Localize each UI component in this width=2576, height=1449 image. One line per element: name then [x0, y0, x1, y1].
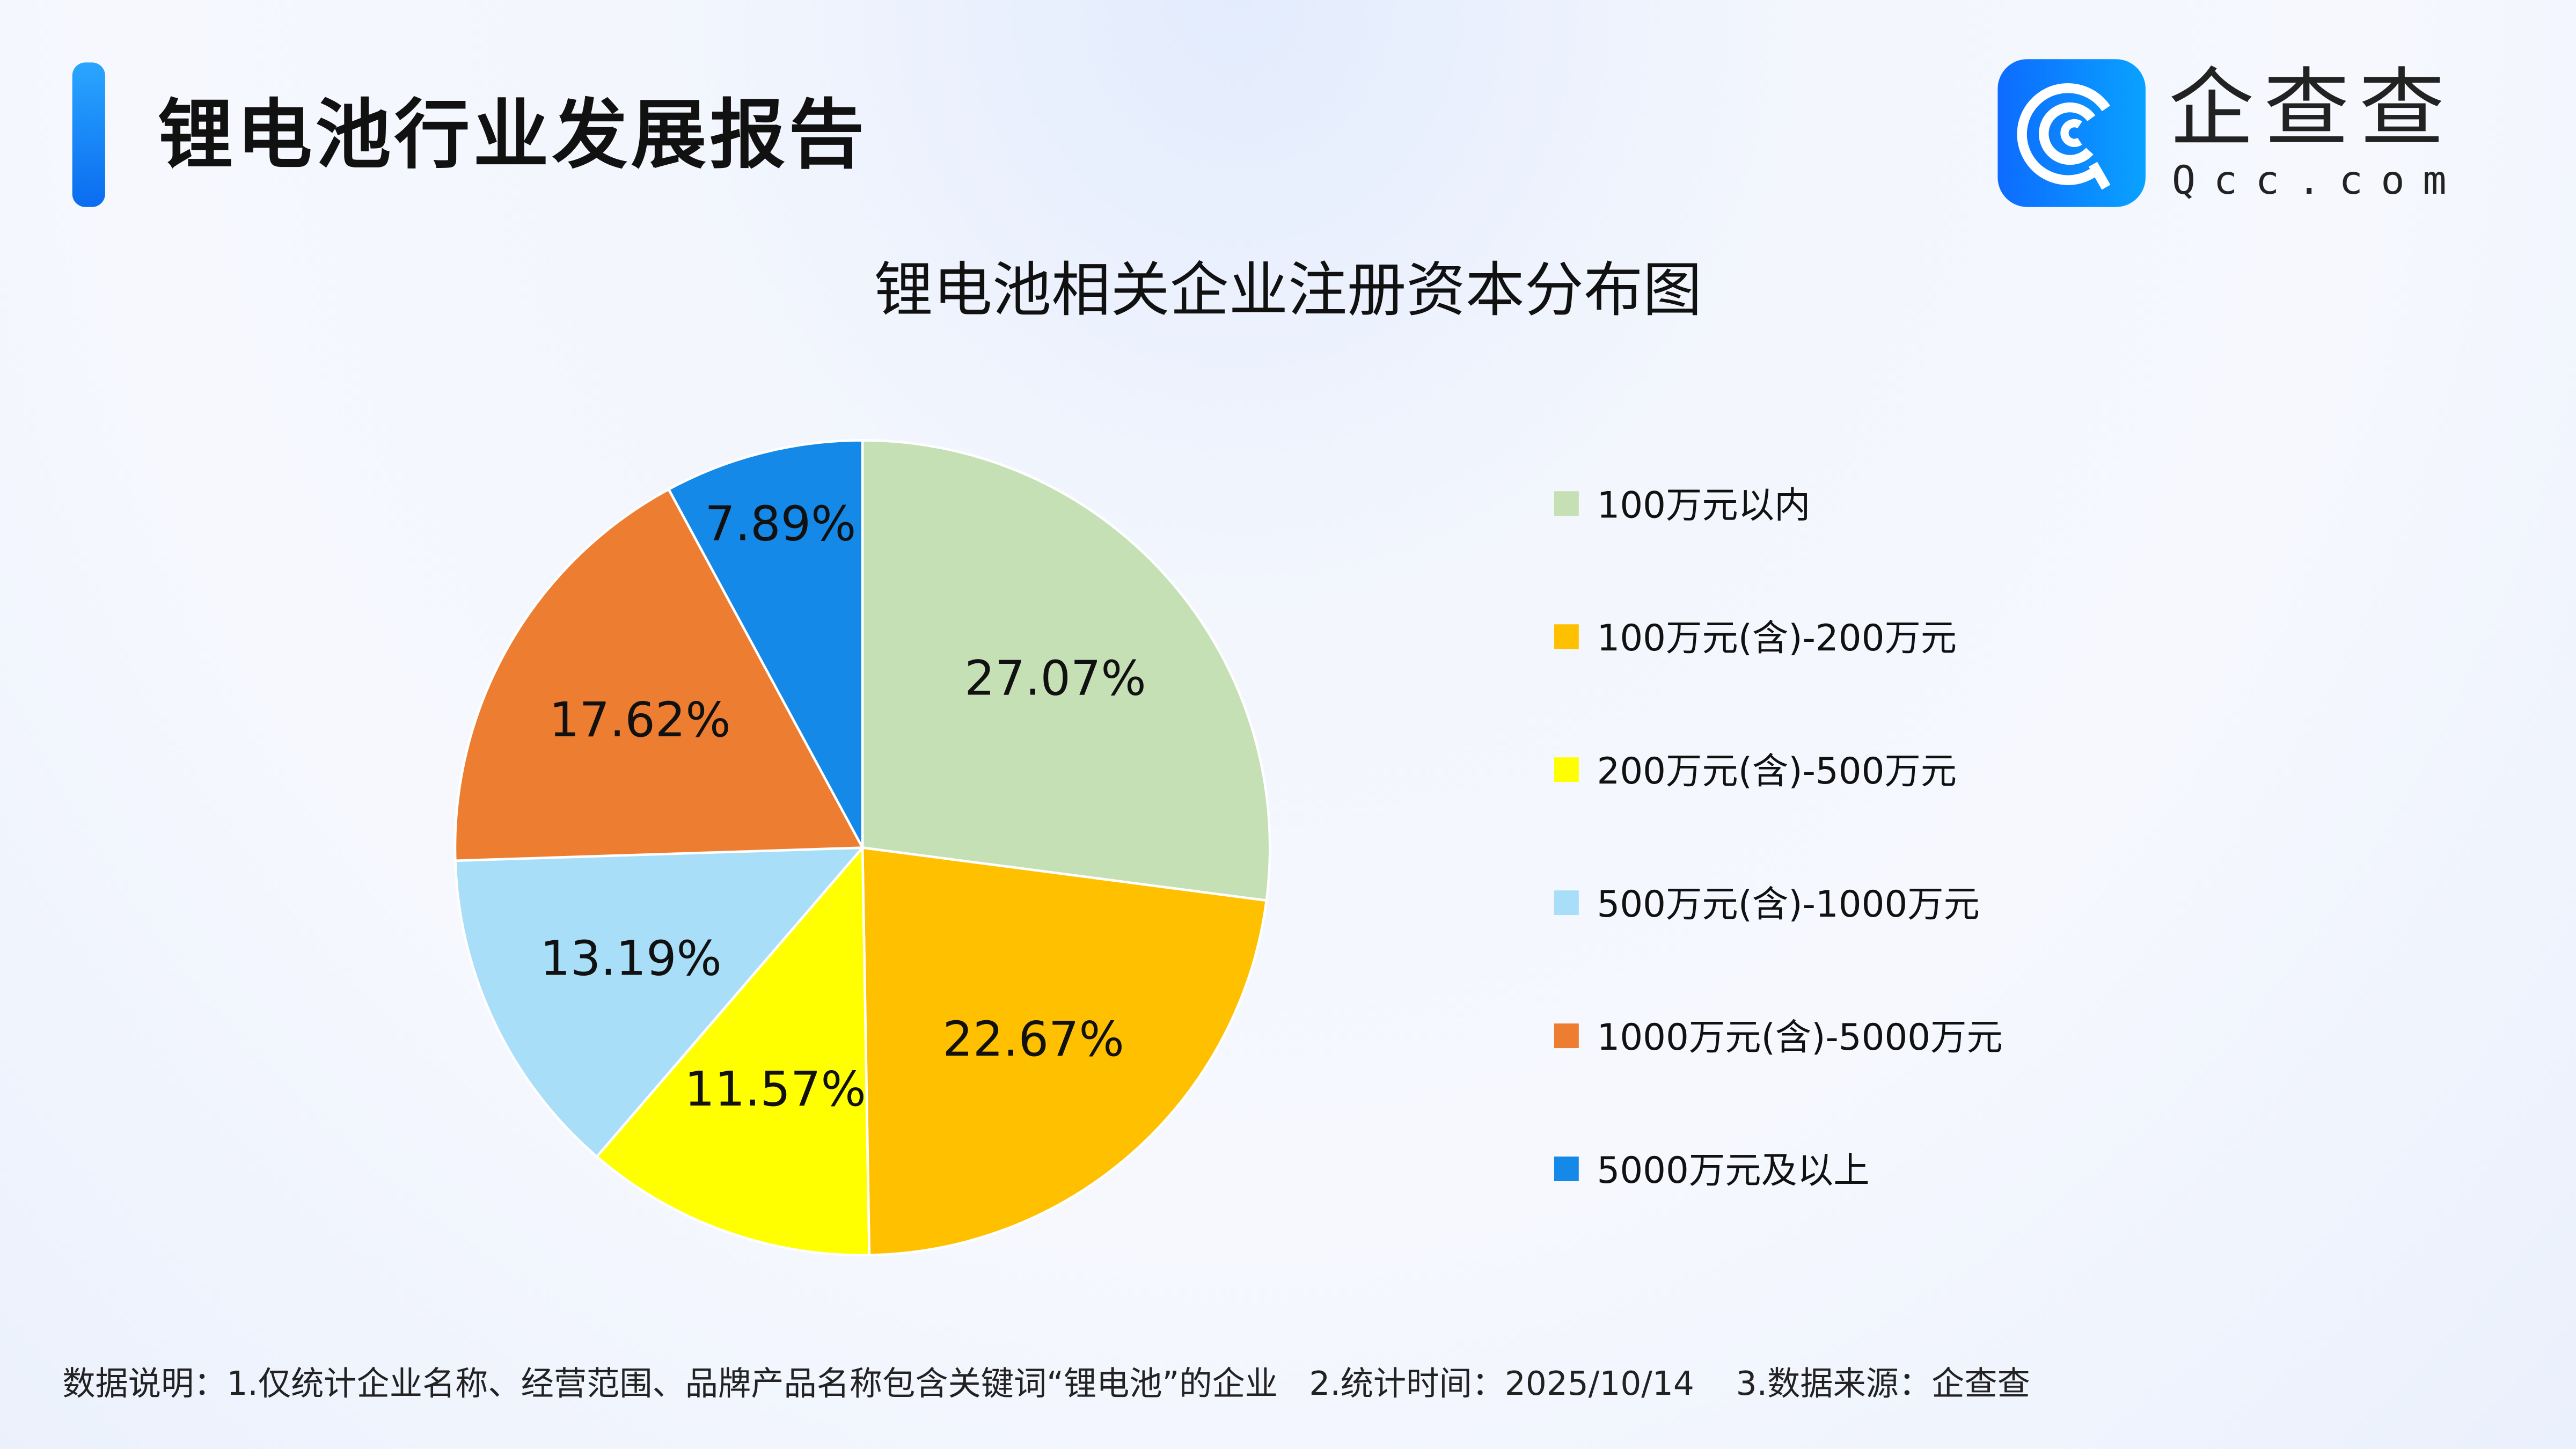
logo-text-en: Qcc.com [2171, 157, 2465, 204]
legend-item: 500万元(含)-1000万元 [1554, 876, 2003, 928]
legend-label: 200万元(含)-500万元 [1597, 752, 1957, 794]
pie-slice [861, 439, 1271, 902]
slice-label: 22.67% [942, 1012, 1124, 1067]
legend-label: 1000万元(含)-5000万元 [1597, 1018, 2003, 1060]
legend-swatch [1554, 623, 1579, 648]
logo-text-cn: 企查查 [2168, 61, 2455, 159]
legend-item: 100万元(含)-200万元 [1554, 610, 2003, 662]
legend-item: 200万元(含)-500万元 [1554, 743, 2003, 795]
pie-slice [667, 439, 864, 848]
legend-swatch [1554, 889, 1579, 914]
footer-note: 数据说明：1.仅统计企业名称、经营范围、品牌产品名称包含关键词“锂电池”的企业 … [62, 1363, 2030, 1403]
legend-swatch [1554, 756, 1579, 781]
qcc-logo: 企查查 Qcc.com [1997, 59, 2474, 210]
chart-title: 锂电池相关企业注册资本分布图 [874, 258, 1702, 326]
slice-label: 17.62% [549, 692, 730, 748]
legend-label: 100万元(含)-200万元 [1597, 619, 1957, 661]
slice-label: 27.07% [964, 651, 1146, 706]
slice-label: 13.19% [540, 931, 721, 986]
pie-slice [861, 846, 1268, 1256]
legend-label: 100万元以内 [1597, 486, 1811, 528]
legend-label: 500万元(含)-1000万元 [1597, 885, 1980, 927]
chart-legend: 100万元以内 100万元(含)-200万元 200万元(含)-500万元 500万元… [1554, 477, 2003, 1275]
legend-label: 5000万元及以上 [1597, 1151, 1870, 1193]
slice-label: 11.57% [684, 1062, 866, 1117]
legend-item: 100万元以内 [1554, 477, 2003, 529]
legend-swatch [1554, 1022, 1579, 1048]
legend-swatch [1554, 490, 1579, 515]
legend-item: 1000万元(含)-5000万元 [1554, 1009, 2003, 1062]
legend-item: 5000万元及以上 [1554, 1142, 2003, 1195]
pie-slice [595, 844, 871, 1256]
slice-label: 7.89% [705, 496, 856, 552]
legend-swatch [1554, 1155, 1579, 1181]
title-accent-bar [72, 62, 105, 207]
qcc-logo-icon [1997, 59, 2146, 207]
page-title: 锂电池行业发展报告 [157, 90, 868, 179]
pie-slice [453, 487, 865, 862]
pie-slice [453, 846, 866, 1159]
